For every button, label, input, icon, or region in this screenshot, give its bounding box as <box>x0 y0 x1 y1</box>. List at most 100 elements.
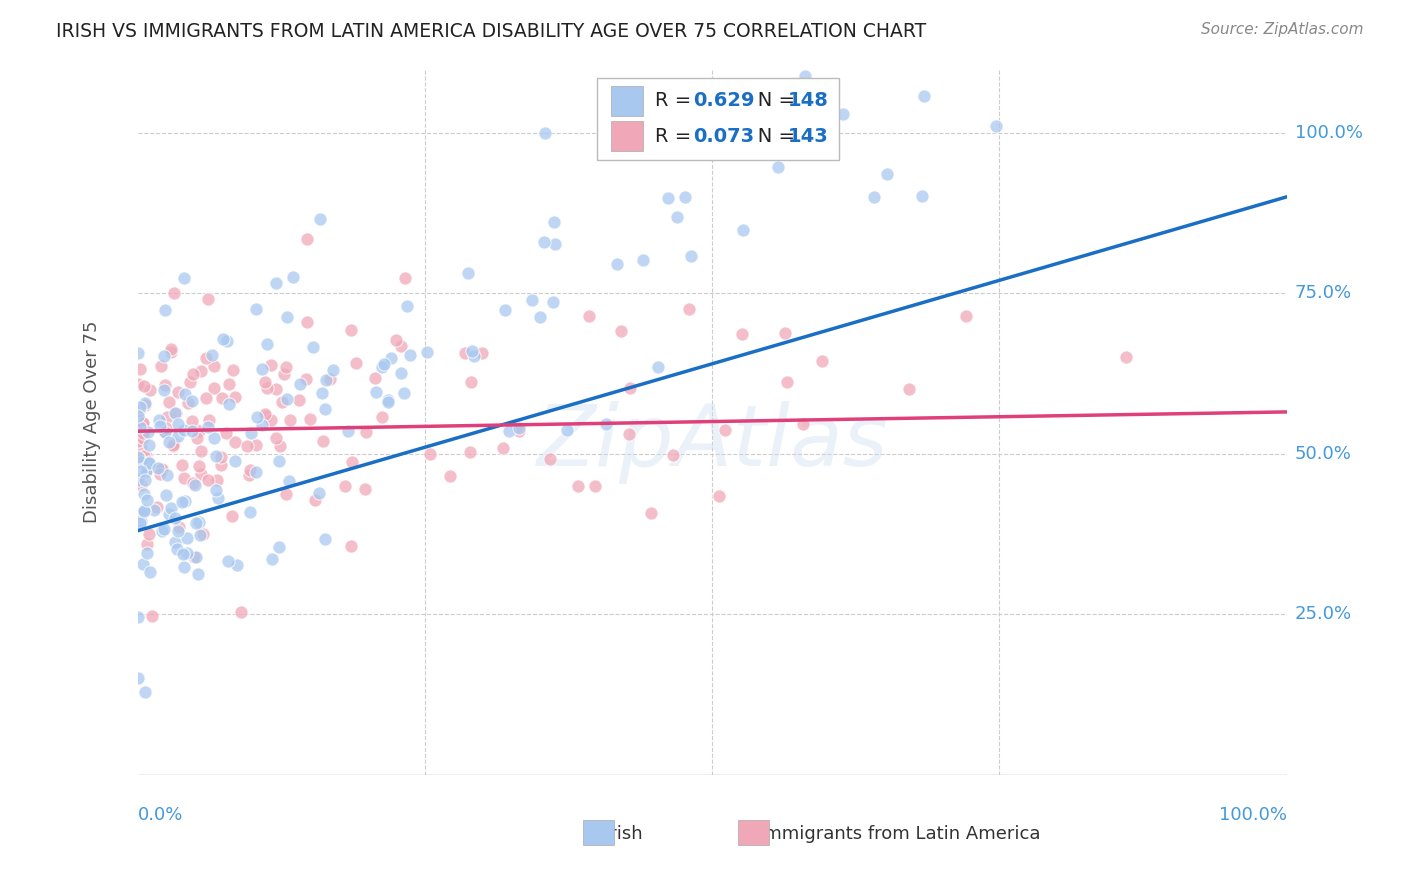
Text: ZipAtlas: ZipAtlas <box>537 401 889 484</box>
Point <box>832 107 855 121</box>
Point <box>160 345 183 359</box>
Point <box>138 383 160 397</box>
Point <box>166 542 188 557</box>
Point <box>315 373 337 387</box>
Point <box>224 435 246 450</box>
Point <box>366 384 388 399</box>
Point <box>188 425 211 439</box>
Point <box>955 310 977 324</box>
Point <box>276 487 298 501</box>
Text: R =: R = <box>655 92 697 111</box>
Point <box>256 381 278 395</box>
Point <box>134 685 156 699</box>
Point <box>295 232 318 246</box>
Point <box>389 339 412 353</box>
Point <box>188 528 211 542</box>
Point <box>170 495 193 509</box>
Text: R =: R = <box>655 127 697 145</box>
Point <box>155 302 177 317</box>
Point <box>173 387 195 401</box>
Point <box>494 303 516 318</box>
Point <box>460 375 482 389</box>
Point <box>141 609 163 624</box>
Point <box>250 417 273 432</box>
Point <box>163 510 186 524</box>
Point <box>150 524 173 538</box>
Point <box>153 384 176 398</box>
Point <box>276 392 298 406</box>
Point <box>148 413 170 427</box>
Point <box>269 439 291 453</box>
Point <box>132 417 155 431</box>
Point <box>665 210 688 224</box>
Point <box>312 434 335 448</box>
Point <box>170 458 193 472</box>
Point <box>295 315 318 329</box>
Point <box>155 467 177 482</box>
Point <box>202 359 225 373</box>
Point <box>543 294 565 309</box>
Point <box>146 461 169 475</box>
Point <box>136 546 159 560</box>
Point <box>129 440 152 454</box>
Point <box>134 473 156 487</box>
Point <box>336 424 359 438</box>
Point <box>311 386 333 401</box>
Point <box>176 546 198 560</box>
Text: 100.0%: 100.0% <box>1295 124 1362 142</box>
Point <box>394 271 416 285</box>
Point <box>186 550 208 565</box>
Point <box>236 439 259 453</box>
Point <box>606 257 628 271</box>
Point <box>205 483 228 497</box>
Point <box>135 464 157 478</box>
Point <box>364 371 387 385</box>
Point <box>281 269 304 284</box>
Point <box>150 461 173 475</box>
Point <box>173 423 195 437</box>
Point <box>128 403 150 417</box>
Point <box>134 487 156 501</box>
Point <box>127 434 149 448</box>
Point <box>132 449 155 463</box>
Point <box>460 343 482 358</box>
Point <box>318 371 340 385</box>
Point <box>131 507 153 521</box>
Point <box>631 252 654 267</box>
Point <box>155 487 177 501</box>
Point <box>709 488 731 502</box>
Point <box>167 520 190 534</box>
Point <box>218 376 240 391</box>
Point <box>149 418 172 433</box>
Text: 25.0%: 25.0% <box>1295 605 1353 624</box>
Point <box>508 421 530 435</box>
Point <box>340 540 363 554</box>
Text: 0.629: 0.629 <box>693 92 754 111</box>
Point <box>373 357 395 371</box>
Point <box>533 235 555 249</box>
Point <box>146 500 169 515</box>
Point <box>143 502 166 516</box>
Point <box>773 326 796 341</box>
Point <box>439 468 461 483</box>
Point <box>127 346 149 360</box>
Point <box>179 376 201 390</box>
Point <box>131 558 153 572</box>
Point <box>184 516 207 531</box>
Point <box>567 478 589 492</box>
Point <box>267 453 290 467</box>
Point <box>183 550 205 565</box>
Point <box>207 491 229 506</box>
Point <box>755 51 778 65</box>
Point <box>138 456 160 470</box>
Point <box>209 458 232 472</box>
Point <box>173 559 195 574</box>
Point <box>264 382 287 396</box>
Point <box>217 554 239 568</box>
Point <box>264 276 287 290</box>
Point <box>492 441 515 455</box>
Point <box>454 346 477 360</box>
Point <box>811 354 834 368</box>
Point <box>191 527 214 541</box>
Point <box>162 438 184 452</box>
